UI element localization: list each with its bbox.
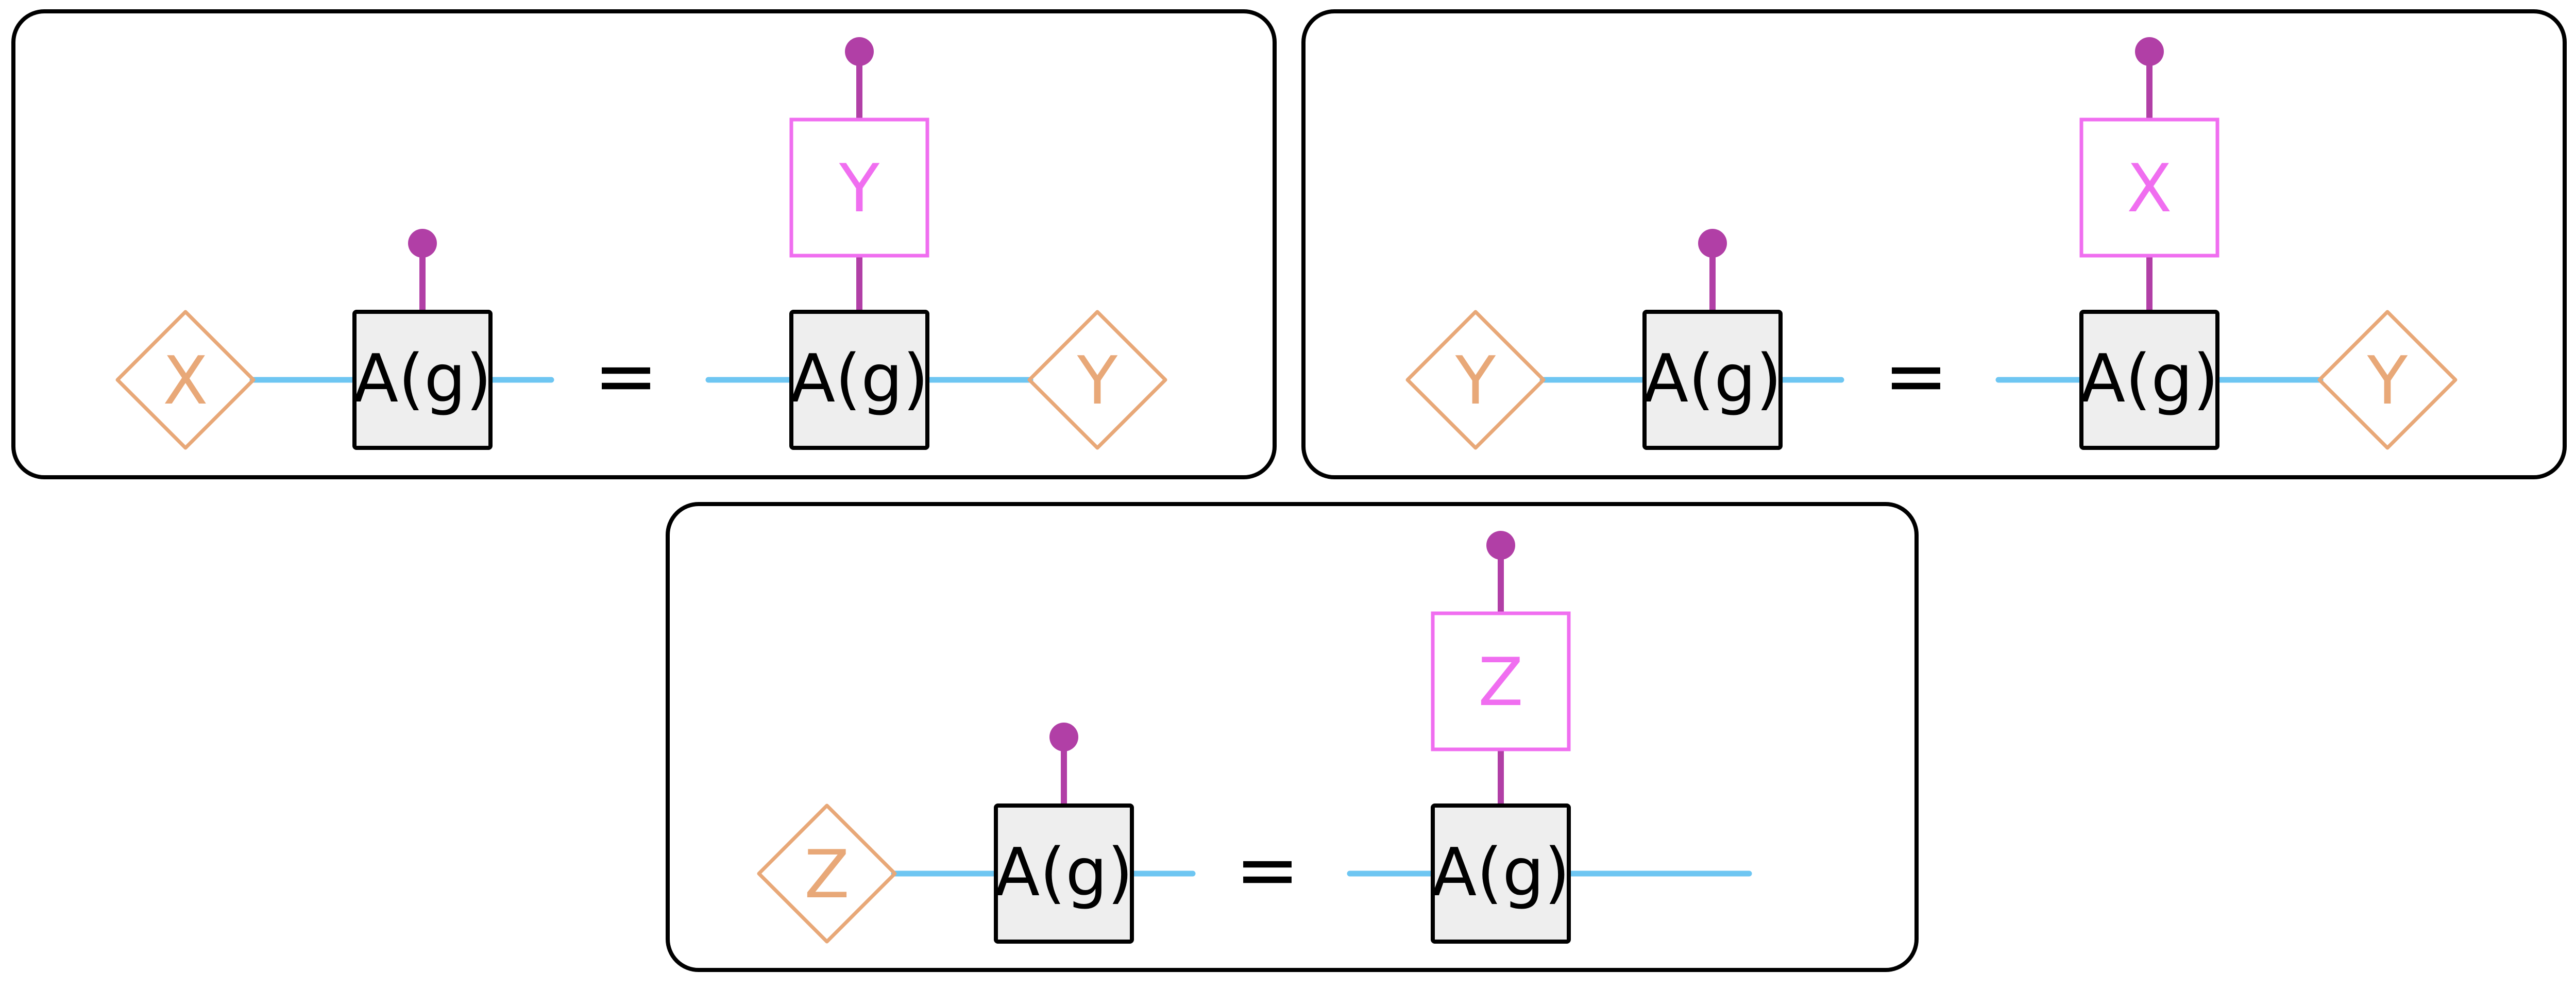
tensor-label: A(g) xyxy=(1432,834,1570,911)
leg-endpoint xyxy=(1049,723,1078,751)
virtual-pauli-label: Y xyxy=(2367,343,2408,420)
tensor-box xyxy=(1642,310,1783,450)
leg-endpoint xyxy=(845,37,874,66)
panel-frame xyxy=(11,9,1277,479)
virtual-pauli-label: Y xyxy=(1077,343,1118,420)
virtual-pauli-diamond xyxy=(115,310,256,450)
tensor-box xyxy=(2079,310,2219,450)
tensor-box xyxy=(352,310,493,450)
physical-pauli-label: Z xyxy=(1478,644,1523,721)
panel-frame xyxy=(1301,9,2567,479)
virtual-pauli-diamond xyxy=(2317,310,2458,450)
tensor-box xyxy=(994,803,1134,944)
leg-endpoint xyxy=(1698,229,1727,258)
virtual-pauli-label: X xyxy=(163,343,208,420)
virtual-pauli-diamond xyxy=(1405,310,1546,450)
tensor-label: A(g) xyxy=(353,341,492,417)
virtual-pauli-label: Z xyxy=(804,836,850,913)
virtual-pauli-diamond xyxy=(1027,310,1167,450)
tensor-box xyxy=(789,310,929,450)
tensor-label: A(g) xyxy=(790,341,929,417)
leg-endpoint xyxy=(1486,531,1515,560)
physical-pauli-box xyxy=(2079,118,2219,258)
virtual-pauli-label: Y xyxy=(1455,343,1496,420)
panel-y-panel: Y A(g) = X A(g) Y xyxy=(1301,9,2567,479)
physical-pauli-box xyxy=(1431,611,1571,751)
tensor-label: A(g) xyxy=(1643,341,1782,417)
tensor-label: A(g) xyxy=(2080,341,2219,417)
panel-frame xyxy=(666,502,1919,972)
physical-pauli-box xyxy=(789,118,929,258)
equals-sign: = xyxy=(594,331,658,421)
leg-endpoint xyxy=(408,229,437,258)
leg-endpoint xyxy=(2135,37,2164,66)
equals-sign: = xyxy=(1235,825,1300,915)
virtual-pauli-diamond xyxy=(757,803,897,944)
physical-pauli-label: X xyxy=(2127,150,2172,227)
tensor-box xyxy=(1431,803,1571,944)
equals-sign: = xyxy=(1884,331,1948,421)
tensor-label: A(g) xyxy=(995,834,1133,911)
physical-pauli-label: Y xyxy=(839,150,880,227)
panel-x-panel: X A(g) = Y A(g) Y xyxy=(11,9,1277,479)
panel-z-panel: Z A(g) = Z A(g) xyxy=(666,502,1919,972)
